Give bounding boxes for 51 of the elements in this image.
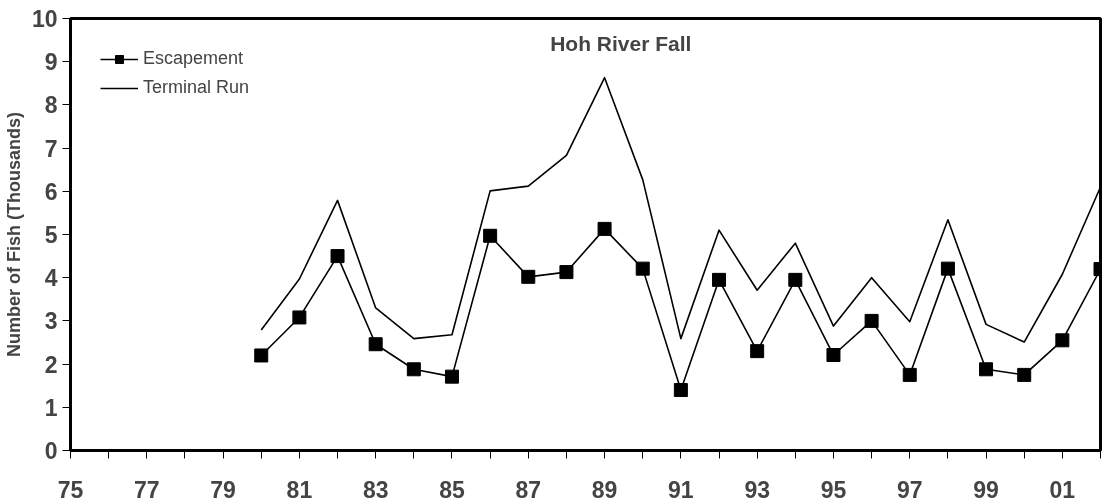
x-tick-label: 81 — [286, 476, 313, 502]
point — [559, 265, 574, 280]
y-tick-label: 4 — [44, 265, 58, 292]
y-tick-label: 0 — [44, 438, 58, 464]
y-tick-label: 1 — [44, 394, 58, 421]
x-tick-label: 83 — [362, 476, 389, 502]
point — [444, 369, 459, 384]
point — [750, 344, 765, 359]
point — [826, 348, 841, 363]
point — [521, 269, 536, 284]
point — [292, 310, 307, 325]
x-tick-label: 87 — [515, 476, 542, 502]
point — [406, 362, 421, 377]
x-tick-label: 79 — [210, 476, 236, 502]
point — [864, 313, 879, 328]
point — [1055, 333, 1070, 348]
point — [254, 348, 269, 363]
x-tick-label: 01 — [1049, 476, 1076, 502]
y-tick-label: 2 — [44, 351, 58, 378]
x-tick-label: 77 — [134, 476, 160, 502]
point — [940, 261, 955, 276]
point — [902, 367, 917, 382]
point — [673, 383, 688, 398]
point — [368, 337, 383, 352]
y-tick-label: 9 — [44, 49, 58, 76]
y-tick-label: 10 — [31, 6, 58, 32]
x-tick-label: 99 — [973, 476, 999, 502]
y-tick-label: 3 — [44, 308, 58, 335]
legend-label: Escapement — [143, 48, 244, 69]
y-axis-title: Number of Fish (Thousands) — [3, 112, 24, 357]
y-tick-label: 6 — [44, 178, 58, 205]
point — [483, 228, 498, 243]
point — [788, 272, 803, 287]
x-tick-label: 93 — [744, 476, 770, 502]
text: Hoh River Fall — [550, 32, 692, 56]
point — [712, 272, 727, 287]
legend-label: Terminal Run — [143, 77, 250, 98]
x-tick-label: 95 — [820, 476, 847, 502]
x-tick-label: 91 — [668, 476, 694, 502]
y-tick-label: 5 — [44, 222, 58, 248]
y-tick-label: 8 — [44, 92, 58, 119]
x-tick-label: 75 — [57, 476, 84, 502]
point — [1017, 367, 1032, 382]
y-tick-label: 7 — [44, 135, 58, 162]
point — [635, 261, 650, 276]
x-tick-label: 85 — [439, 476, 465, 502]
point — [330, 249, 345, 264]
x-tick-label: 89 — [591, 476, 618, 502]
point — [979, 362, 994, 377]
point — [597, 221, 612, 236]
x-tick-label: 97 — [896, 476, 923, 502]
